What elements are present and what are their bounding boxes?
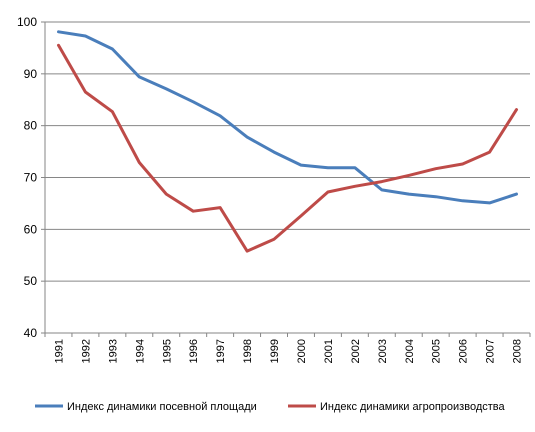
data-point bbox=[165, 87, 168, 91]
x-tick-label: 1993 bbox=[107, 339, 119, 363]
grid-lines bbox=[45, 21, 530, 282]
y-tick-label: 90 bbox=[24, 67, 38, 81]
x-tick-label: 2002 bbox=[350, 339, 362, 363]
x-tick-label: 1995 bbox=[161, 339, 173, 363]
y-tick-label: 40 bbox=[24, 326, 38, 340]
data-point bbox=[434, 167, 437, 170]
data-point bbox=[138, 75, 141, 79]
y-axis-ticks: 40 50 60 70 80 90 100 bbox=[17, 15, 45, 340]
data-point bbox=[380, 188, 383, 192]
y-tick-label: 70 bbox=[24, 171, 38, 185]
y-tick-label: 100 bbox=[17, 15, 37, 29]
data-point bbox=[407, 174, 410, 177]
x-tick-label: 2008 bbox=[512, 339, 524, 363]
data-point bbox=[84, 90, 87, 94]
x-tick-label: 2005 bbox=[431, 339, 443, 363]
data-point bbox=[488, 201, 491, 205]
data-point bbox=[407, 192, 410, 196]
data-point bbox=[353, 166, 357, 169]
data-point bbox=[272, 238, 276, 241]
x-tick-label: 1999 bbox=[269, 339, 281, 363]
series-line-1 bbox=[57, 43, 518, 253]
x-tick-label: 2004 bbox=[404, 339, 416, 363]
data-point bbox=[111, 110, 114, 113]
data-point bbox=[245, 249, 249, 253]
data-point bbox=[192, 100, 195, 104]
x-tick-label: 2003 bbox=[377, 339, 389, 363]
data-point bbox=[192, 210, 195, 213]
x-tick-label: 2006 bbox=[458, 339, 470, 363]
x-tick-label: 1992 bbox=[80, 339, 92, 363]
data-point bbox=[326, 190, 330, 194]
x-tick-label: 1997 bbox=[215, 339, 227, 363]
x-tick-label: 1991 bbox=[53, 339, 65, 363]
data-point bbox=[57, 44, 60, 47]
data-point bbox=[245, 135, 249, 139]
legend-label-sown-area: Индекс динамики посевной площади bbox=[67, 401, 257, 413]
data-point bbox=[488, 150, 491, 154]
legend-label-agro-production: Индекс динамики агропроизводства bbox=[320, 401, 506, 413]
data-point bbox=[326, 166, 330, 169]
legend: Индекс динамики посевной площади Индекс … bbox=[35, 401, 506, 413]
series-lines bbox=[57, 30, 518, 253]
data-point bbox=[515, 108, 518, 111]
data-point bbox=[218, 114, 222, 118]
data-point bbox=[57, 30, 60, 33]
data-point bbox=[138, 161, 141, 164]
x-axis-ticks: 1991 1992 1993 1994 1995 1996 1997 1998 1999 2000… bbox=[44, 333, 531, 363]
data-point bbox=[165, 192, 168, 196]
series-line-0 bbox=[57, 30, 518, 205]
x-tick-label: 2001 bbox=[323, 339, 335, 363]
data-point bbox=[299, 214, 303, 218]
data-point bbox=[353, 185, 357, 188]
data-point bbox=[218, 206, 222, 209]
x-tick-label: 1998 bbox=[242, 339, 254, 363]
x-tick-label: 1994 bbox=[134, 339, 146, 363]
data-point bbox=[84, 34, 87, 38]
data-point bbox=[461, 162, 464, 166]
data-point bbox=[380, 180, 383, 183]
x-tick-label: 2007 bbox=[485, 339, 497, 363]
data-point bbox=[515, 192, 518, 196]
data-point bbox=[272, 150, 276, 154]
y-tick-label: 50 bbox=[24, 274, 38, 288]
data-point bbox=[299, 163, 303, 167]
x-tick-label: 2000 bbox=[296, 339, 308, 363]
data-point bbox=[461, 199, 464, 202]
x-tick-label: 1996 bbox=[188, 339, 200, 363]
data-point bbox=[111, 47, 114, 51]
y-tick-label: 60 bbox=[24, 222, 38, 236]
data-point bbox=[434, 195, 437, 198]
y-tick-label: 80 bbox=[24, 119, 38, 133]
